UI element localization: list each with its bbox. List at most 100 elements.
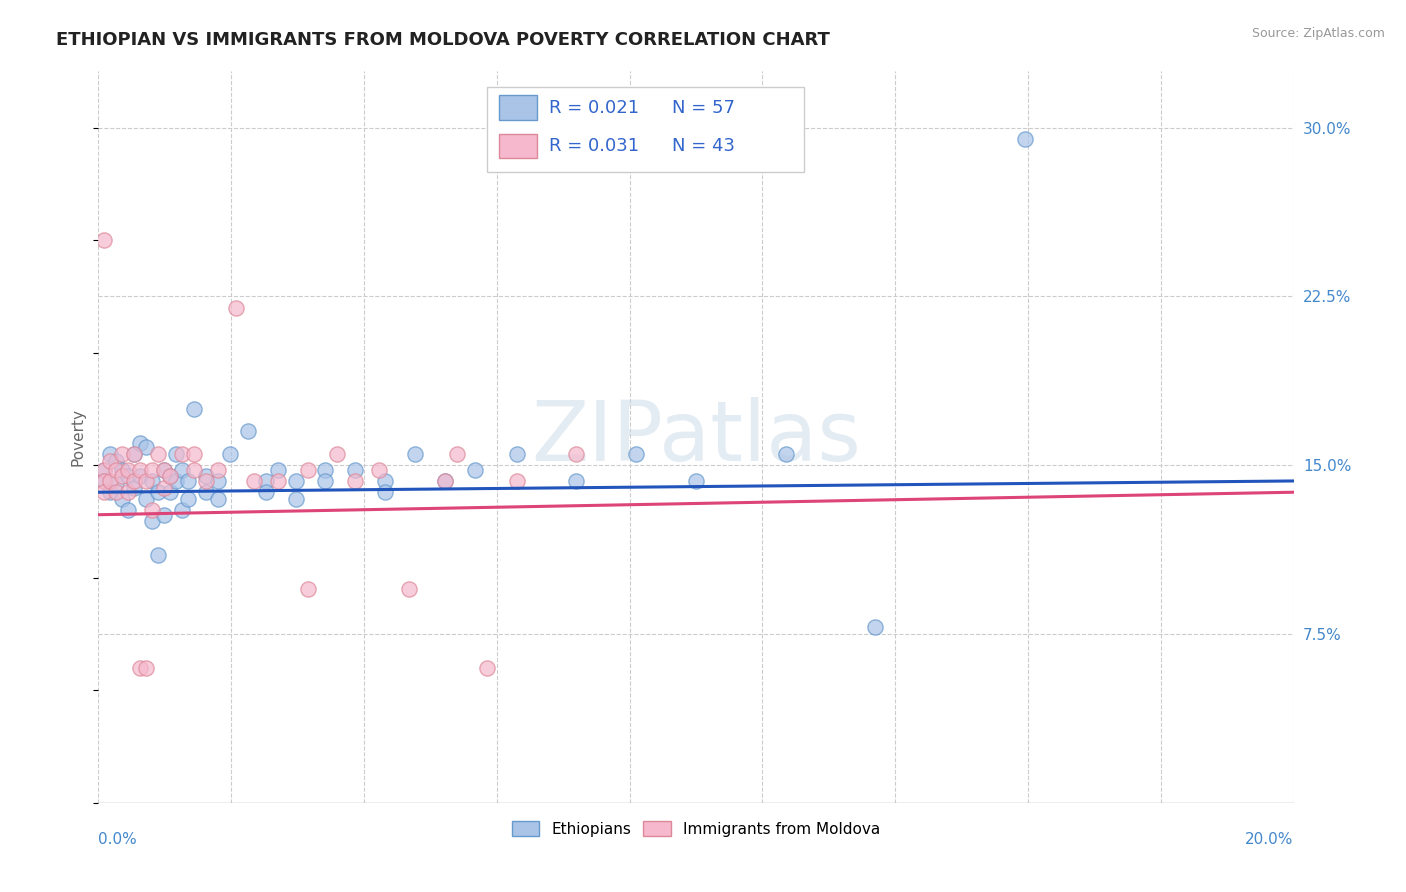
Point — [135, 661, 157, 675]
Point — [177, 491, 200, 506]
Point — [172, 463, 194, 477]
Point — [105, 476, 128, 491]
Point — [344, 463, 367, 477]
Point — [183, 401, 205, 416]
Text: ZIPatlas: ZIPatlas — [531, 397, 860, 477]
Point — [172, 503, 194, 517]
Text: R = 0.021: R = 0.021 — [548, 99, 640, 117]
Point — [93, 233, 115, 247]
Point — [236, 425, 259, 439]
Point — [685, 474, 707, 488]
Point — [153, 463, 176, 477]
Point — [165, 474, 187, 488]
Point — [254, 485, 277, 500]
Point — [172, 447, 194, 461]
Point — [98, 474, 122, 488]
Point — [117, 469, 139, 483]
Point — [124, 481, 146, 495]
Point — [315, 474, 337, 488]
Point — [1014, 132, 1036, 146]
Text: R = 0.031: R = 0.031 — [548, 137, 640, 155]
Point — [93, 485, 115, 500]
FancyBboxPatch shape — [499, 95, 537, 120]
FancyBboxPatch shape — [486, 87, 804, 171]
Point — [98, 453, 122, 467]
Point — [153, 463, 176, 477]
Point — [297, 582, 319, 596]
Text: 20.0%: 20.0% — [1246, 832, 1294, 847]
Point — [124, 447, 146, 461]
Point — [626, 447, 648, 461]
Point — [207, 491, 229, 506]
Point — [315, 463, 337, 477]
Point — [225, 301, 247, 315]
Point — [775, 447, 797, 461]
Point — [565, 474, 588, 488]
Point — [207, 463, 229, 477]
Text: N = 43: N = 43 — [672, 137, 735, 155]
Point — [111, 469, 134, 483]
Text: 0.0%: 0.0% — [98, 832, 138, 847]
Point — [159, 485, 181, 500]
Point — [243, 474, 266, 488]
Point — [93, 474, 115, 488]
Point — [565, 447, 588, 461]
Point — [865, 620, 887, 634]
Point — [148, 548, 170, 562]
Point — [153, 508, 176, 522]
Point — [135, 474, 157, 488]
Point — [159, 469, 181, 483]
Point — [284, 491, 307, 506]
Point — [93, 474, 115, 488]
Point — [374, 474, 396, 488]
Point — [105, 453, 128, 467]
Point — [111, 463, 134, 477]
Point — [374, 485, 396, 500]
Point — [267, 474, 290, 488]
Point — [183, 463, 205, 477]
Point — [297, 463, 319, 477]
Point — [404, 447, 426, 461]
Point — [398, 582, 420, 596]
Point — [368, 463, 391, 477]
Point — [141, 474, 163, 488]
Point — [105, 463, 128, 477]
Point — [159, 469, 181, 483]
Point — [105, 485, 128, 500]
Point — [195, 485, 218, 500]
Point — [177, 474, 200, 488]
Legend: Ethiopians, Immigrants from Moldova: Ethiopians, Immigrants from Moldova — [506, 814, 886, 843]
Point — [111, 491, 134, 506]
Point — [219, 447, 242, 461]
Point — [506, 474, 529, 488]
Point — [141, 503, 163, 517]
Point — [434, 474, 457, 488]
Point — [141, 463, 163, 477]
Point — [207, 474, 229, 488]
Point — [165, 447, 187, 461]
Point — [98, 485, 122, 500]
Point — [117, 485, 139, 500]
Point — [506, 447, 529, 461]
Point — [129, 435, 152, 450]
Point — [117, 463, 139, 477]
Point — [124, 447, 146, 461]
Point — [98, 447, 122, 461]
Point — [153, 481, 176, 495]
Point — [475, 661, 498, 675]
Text: Source: ZipAtlas.com: Source: ZipAtlas.com — [1251, 27, 1385, 40]
Point — [93, 463, 115, 477]
Point — [117, 503, 139, 517]
Point — [124, 474, 146, 488]
Point — [195, 469, 218, 483]
Point — [148, 447, 170, 461]
Point — [267, 463, 290, 477]
Point — [344, 474, 367, 488]
Point — [93, 463, 115, 477]
Point — [195, 474, 218, 488]
Point — [464, 463, 486, 477]
Point — [183, 447, 205, 461]
Point — [148, 485, 170, 500]
Text: N = 57: N = 57 — [672, 99, 735, 117]
Point — [129, 661, 152, 675]
